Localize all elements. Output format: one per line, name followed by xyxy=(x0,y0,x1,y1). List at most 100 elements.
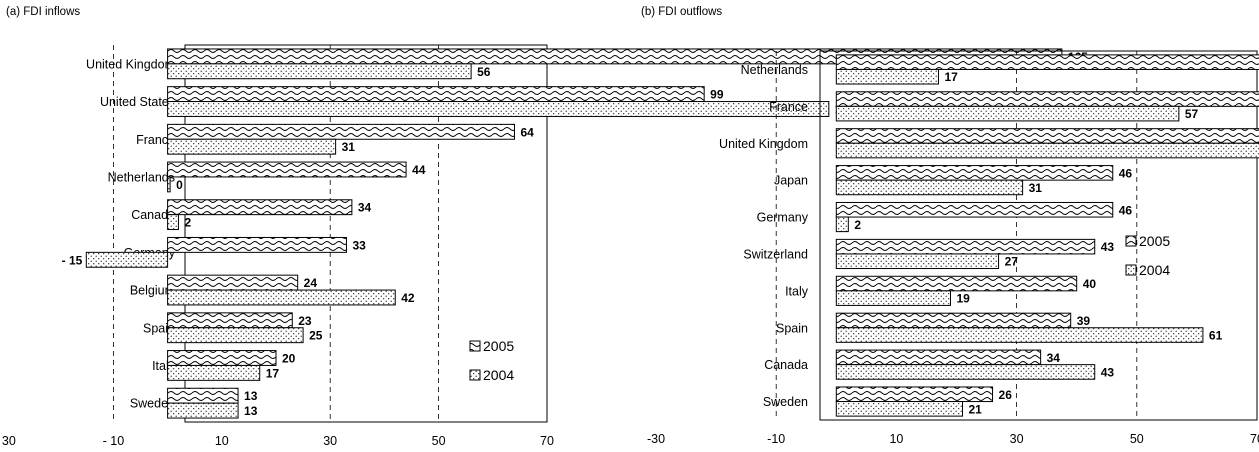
category-label: Belgium xyxy=(130,284,175,298)
x-tick-label: -10 xyxy=(767,432,785,446)
value-label: 44 xyxy=(412,163,426,177)
value-label: 64 xyxy=(520,125,534,139)
category-label: Netherlands xyxy=(108,170,175,184)
bar-2004 xyxy=(167,364,261,381)
category-label: Italy xyxy=(785,284,809,298)
category-label: Spain xyxy=(776,321,808,335)
value-label: 42 xyxy=(401,291,415,305)
value-label: 0 xyxy=(176,178,183,192)
value-label: 57 xyxy=(1185,107,1199,121)
category-label: United Kingdom xyxy=(719,137,808,151)
category-label: United States xyxy=(100,95,175,109)
chart-b: Netherlands11917France11657United Kingdo… xyxy=(647,50,1259,446)
bar-2005 xyxy=(835,386,994,403)
x-tick-label: 10 xyxy=(889,432,903,446)
bar-2005 xyxy=(835,128,1259,144)
bar-2004 xyxy=(835,179,1024,196)
x-tick-label: 50 xyxy=(1130,432,1144,446)
value-label: 43 xyxy=(1101,365,1115,379)
value-label: 27 xyxy=(1005,255,1019,269)
bar-2004 xyxy=(835,290,951,306)
category-label: Spain xyxy=(143,321,175,335)
category-label: Switzerland xyxy=(743,247,808,261)
bar-2005 xyxy=(835,312,1072,329)
x-tick-label: 30 xyxy=(1010,432,1024,446)
bar-2005 xyxy=(167,86,705,103)
legend-label-2004: 2004 xyxy=(483,367,514,383)
bar-2005 xyxy=(835,91,1259,107)
value-label: 19 xyxy=(956,292,970,306)
chart-a-title: (a) FDI inflows xyxy=(6,6,81,18)
bar-2004 xyxy=(835,216,849,233)
value-label: 2 xyxy=(854,218,861,232)
bar-2005 xyxy=(167,312,293,329)
category-label: France xyxy=(769,100,808,114)
legend-swatch-2005 xyxy=(1125,235,1137,247)
value-label: 61 xyxy=(1209,329,1223,343)
legend-swatch-2004 xyxy=(469,369,481,381)
value-label: 31 xyxy=(342,140,356,154)
value-label: 17 xyxy=(944,70,958,84)
category-label: Canada xyxy=(131,208,175,222)
chart-a: United Kingdom16556United States99122Fra… xyxy=(0,44,1088,448)
value-label: 26 xyxy=(999,388,1013,402)
chart-b-title: (b) FDI outflows xyxy=(641,6,723,18)
value-label: - 15 xyxy=(62,253,83,267)
bar-2004 xyxy=(835,253,1000,270)
bar-2004 xyxy=(167,402,239,419)
value-label: 23 xyxy=(298,314,312,328)
value-label: 13 xyxy=(244,389,258,403)
value-label: 13 xyxy=(244,404,258,418)
bar-2004 xyxy=(835,327,1204,343)
category-label: Sweden xyxy=(763,395,808,409)
legend-label-2005: 2005 xyxy=(1139,233,1170,249)
bar-2005 xyxy=(167,350,277,366)
bar-2005 xyxy=(835,54,1259,70)
legend-label-2004: 2004 xyxy=(1139,262,1170,278)
bar-2005 xyxy=(835,349,1042,366)
value-label: 2 xyxy=(184,216,191,230)
value-label: 20 xyxy=(282,352,296,366)
bar-2005 xyxy=(835,201,1114,218)
category-label: Canada xyxy=(764,358,808,372)
value-label: 43 xyxy=(1101,240,1115,254)
plot-area-frame xyxy=(819,50,1258,421)
bar-2005 xyxy=(167,387,239,404)
bar-2004 xyxy=(167,289,396,306)
value-label: 33 xyxy=(352,238,366,252)
bar-2005 xyxy=(167,161,407,178)
value-label: 46 xyxy=(1119,203,1133,217)
value-label: 46 xyxy=(1119,166,1133,180)
x-tick-label: - 10 xyxy=(103,434,125,448)
bar-2004 xyxy=(167,101,830,117)
bar-2004 xyxy=(167,176,171,193)
bar-2005 xyxy=(835,165,1114,181)
bar-2005 xyxy=(167,274,299,291)
value-label: 39 xyxy=(1077,314,1091,328)
value-label: 34 xyxy=(358,201,372,215)
category-label: Germany xyxy=(757,211,809,225)
value-label: 21 xyxy=(969,402,983,416)
value-label: 17 xyxy=(266,366,280,380)
bar-2004 xyxy=(835,364,1096,380)
category-label: Japan xyxy=(774,174,808,188)
legend-label-2005: 2005 xyxy=(483,338,514,354)
value-label: 31 xyxy=(1029,181,1043,195)
bar-2005 xyxy=(835,238,1096,255)
value-label: 34 xyxy=(1047,351,1061,365)
bar-2004 xyxy=(167,327,304,344)
x-tick-label: 30 xyxy=(323,434,337,448)
x-tick-label: 70 xyxy=(1250,432,1259,446)
x-tick-label: -30 xyxy=(647,432,665,446)
x-tick-label: 10 xyxy=(215,434,229,448)
x-tick-label: 50 xyxy=(432,434,446,448)
bar-2005 xyxy=(167,123,515,140)
bar-2004 xyxy=(835,401,964,417)
x-tick-label: - 30 xyxy=(0,434,16,448)
value-label: 56 xyxy=(477,65,491,79)
value-label: 24 xyxy=(304,276,318,290)
category-label: Netherlands xyxy=(741,63,808,77)
value-label: 99 xyxy=(710,88,724,102)
bar-2005 xyxy=(835,275,1078,292)
bar-2004 xyxy=(835,105,1180,122)
